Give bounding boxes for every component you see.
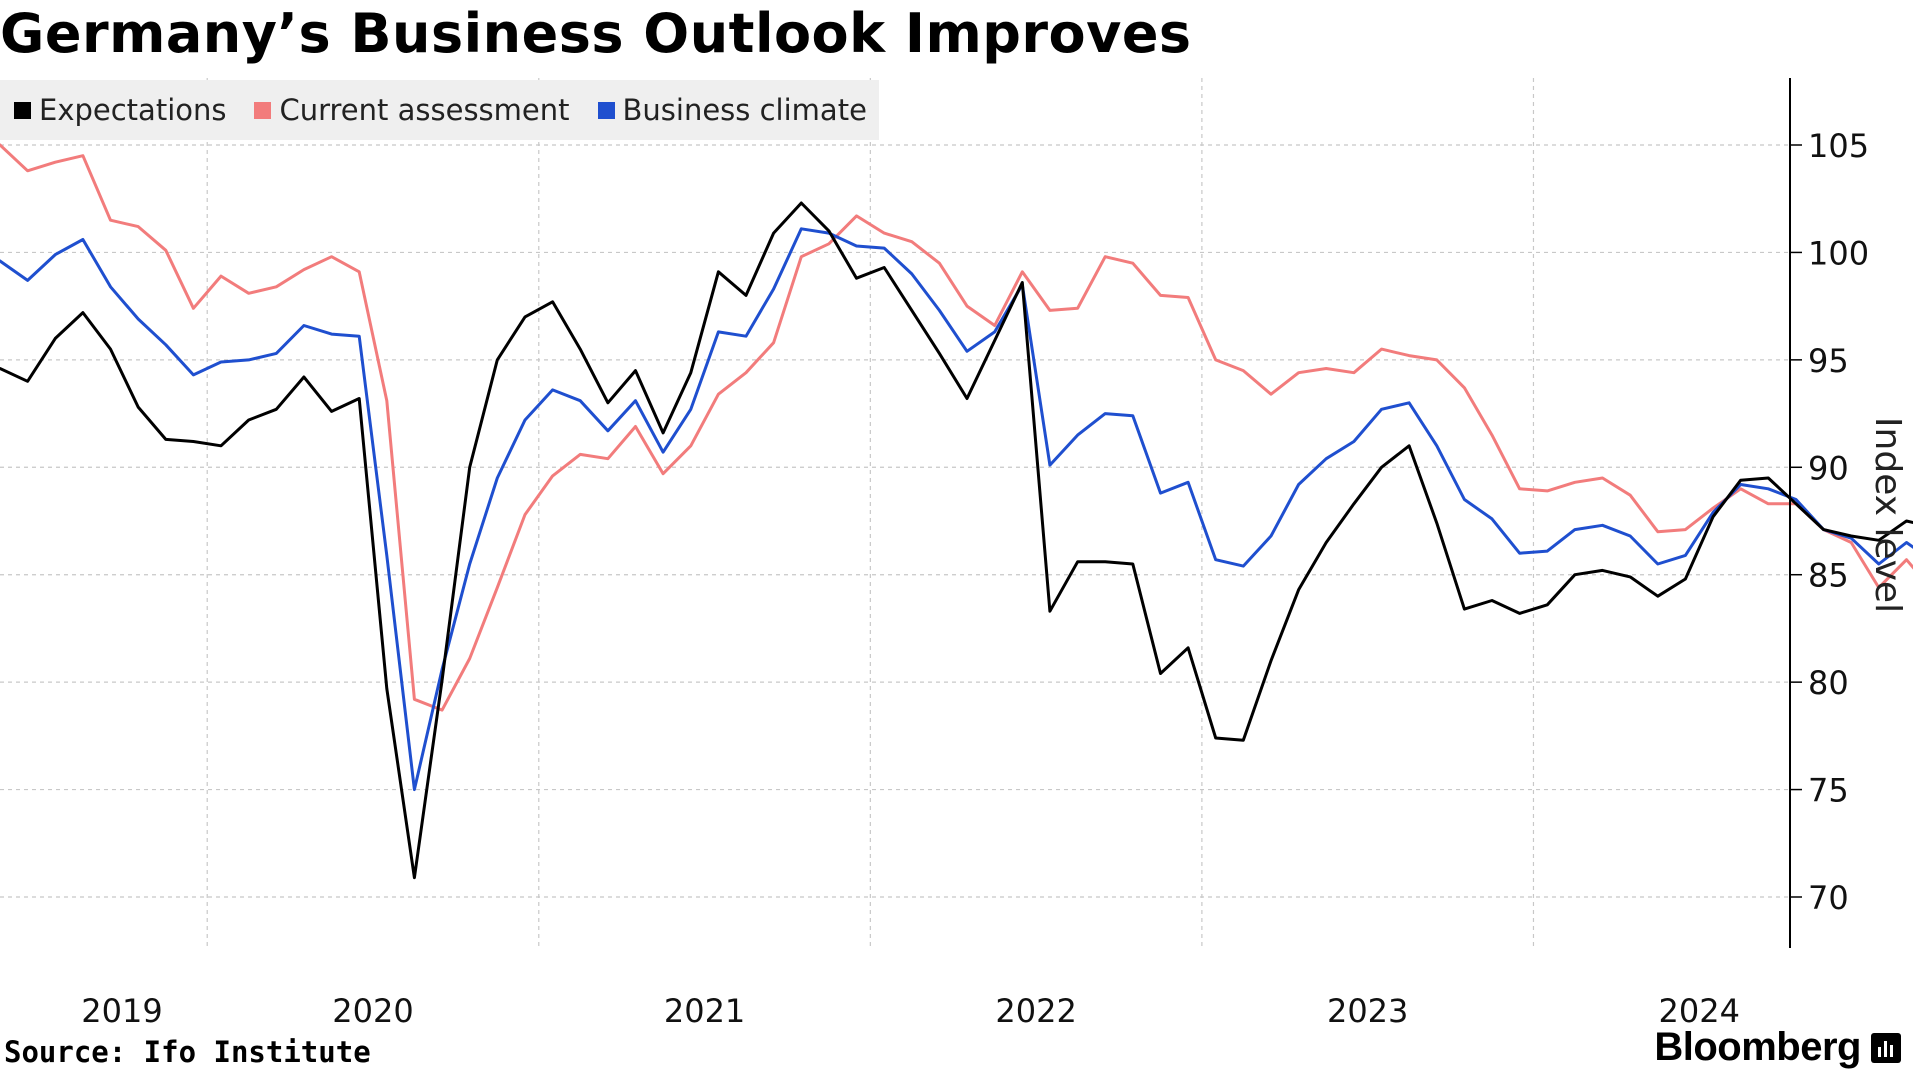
y-tick-label-95: 95 — [1808, 342, 1849, 380]
x-tick-label-2024: 2024 — [1659, 992, 1740, 1030]
x-tick-label-2021: 2021 — [664, 992, 745, 1030]
legend-swatch-business-climate — [597, 101, 615, 119]
bloomberg-terminal-icon — [1871, 1032, 1901, 1063]
y-axis: 70 75 80 85 90 95 100 105 — [1789, 78, 1869, 948]
y-tick-label-105: 105 — [1808, 127, 1869, 165]
series-line-expectations — [0, 201, 1913, 880]
x-tick-label-2019: 2019 — [81, 992, 162, 1030]
series-line-current-assessment — [0, 143, 1913, 712]
chart-title: Germany’s Business Outlook Improves — [0, 2, 1192, 65]
x-tick-label-2023: 2023 — [1327, 992, 1408, 1030]
legend: Expectations Current assessment Business… — [0, 80, 879, 140]
grid-lines — [0, 78, 1790, 948]
y-tick-label-85: 85 — [1808, 557, 1849, 595]
legend-label-business-climate: Business climate — [622, 93, 867, 127]
bloomberg-logo: Bloomberg — [1654, 1025, 1901, 1070]
legend-item-current-assessment: Current assessment — [254, 93, 570, 127]
source-note: Source: Ifo Institute — [4, 1035, 371, 1069]
y-tick-label-90: 90 — [1808, 449, 1849, 487]
y-tick-label-100: 100 — [1808, 234, 1869, 272]
y-tick-label-80: 80 — [1808, 664, 1849, 702]
legend-label-expectations: Expectations — [39, 93, 227, 127]
x-tick-label-2020: 2020 — [332, 992, 413, 1030]
y-tick-label-70: 70 — [1808, 879, 1849, 917]
x-axis-labels: 2019202020212022202320242025 — [81, 992, 1740, 1030]
legend-swatch-expectations — [14, 101, 31, 119]
series-lines — [0, 143, 1913, 880]
brand-wordmark: Bloomberg — [1654, 1025, 1861, 1069]
series-line-business-climate — [0, 227, 1913, 792]
legend-swatch-current-assessment — [254, 101, 272, 119]
legend-label-current-assessment: Current assessment — [279, 93, 570, 127]
legend-item-business-climate: Business climate — [597, 93, 867, 127]
legend-item-expectations: Expectations — [14, 93, 226, 127]
x-tick-label-2022: 2022 — [995, 992, 1076, 1030]
y-tick-label-75: 75 — [1808, 772, 1849, 810]
y-axis-title: Index level — [1867, 417, 1908, 613]
